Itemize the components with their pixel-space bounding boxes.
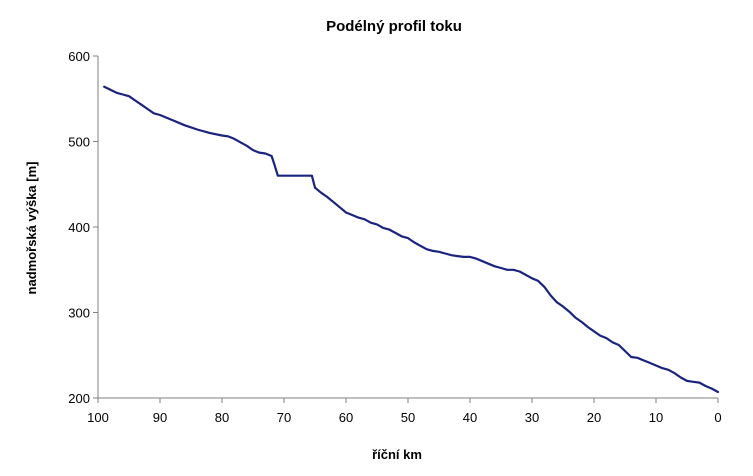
x-tick-label: 90: [153, 410, 167, 425]
x-tick-label: 30: [525, 410, 539, 425]
y-axis-title: nadmořská výška [m]: [24, 162, 39, 295]
x-tick-label: 80: [215, 410, 229, 425]
y-tick-label: 600: [68, 49, 90, 64]
series-line: [103, 85, 720, 394]
x-tick-label: 60: [339, 410, 353, 425]
x-tick-label: 40: [463, 410, 477, 425]
x-tick-label: 0: [714, 410, 721, 425]
y-tick-label: 400: [68, 220, 90, 235]
x-tick-label: 50: [401, 410, 415, 425]
x-tick-label: 100: [87, 410, 109, 425]
x-tick-label: 10: [649, 410, 663, 425]
chart-title: Podélný profil toku: [326, 18, 462, 35]
x-tick-label: 70: [277, 410, 291, 425]
series-group: [103, 85, 720, 394]
x-tick-label: 20: [587, 410, 601, 425]
y-tick-label: 500: [68, 135, 90, 150]
y-tick-label: 200: [68, 391, 90, 406]
x-axis-title: říční km: [372, 447, 422, 462]
y-tick-label: 300: [68, 306, 90, 321]
